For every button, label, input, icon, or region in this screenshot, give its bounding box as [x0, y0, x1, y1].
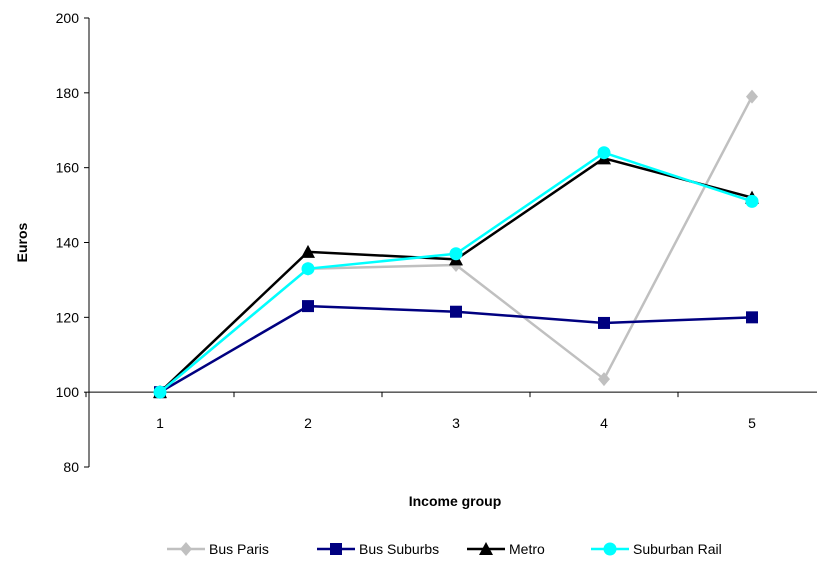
x-tick-label: 4	[600, 415, 608, 431]
series-line-suburban-rail	[159, 151, 753, 394]
data-point-suburban-rail	[153, 385, 167, 399]
series-line-bus-paris	[159, 95, 754, 394]
data-point-bus-suburbs	[598, 316, 610, 329]
legend-item-suburban-rail: Suburban Rail	[591, 541, 722, 557]
legend-swatch-marker	[180, 542, 192, 556]
data-point-bus-suburbs	[746, 311, 758, 324]
x-axis-title: Income group	[409, 493, 502, 509]
x-tick-label: 2	[304, 415, 312, 431]
data-point-metro	[301, 244, 315, 258]
data-point-bus-suburbs	[450, 305, 462, 318]
y-tick-label: 100	[56, 384, 80, 400]
series-suburban-rail	[153, 146, 759, 399]
data-point-suburban-rail	[745, 194, 759, 208]
legend-label: Suburban Rail	[633, 541, 722, 557]
x-tick-label: 1	[156, 415, 164, 431]
series-layer	[153, 89, 759, 400]
y-tick-label: 120	[56, 309, 80, 325]
data-point-bus-paris	[746, 89, 758, 104]
axes	[88, 18, 817, 467]
legend-swatch-marker	[479, 542, 493, 555]
x-tick-label: 5	[748, 415, 756, 431]
y-ticks: 80 100 120 140 160 180 200	[56, 10, 89, 475]
legend: Bus Paris Bus Suburbs Metro Suburban Rail	[167, 541, 722, 557]
legend-swatch-marker	[330, 543, 342, 555]
x-ticks: 1 2 3 4 5	[85, 392, 756, 431]
legend-label: Bus Suburbs	[359, 541, 439, 557]
series-metro	[153, 151, 759, 399]
legend-label: Bus Paris	[209, 541, 269, 557]
data-point-suburban-rail	[449, 247, 463, 261]
y-tick-label: 200	[56, 10, 80, 26]
series-line-metro	[159, 157, 753, 394]
y-tick-label: 80	[63, 459, 79, 475]
data-point-bus-paris	[598, 372, 610, 387]
legend-label: Metro	[509, 541, 545, 557]
y-tick-label: 180	[56, 85, 80, 101]
legend-swatch-marker	[603, 542, 617, 556]
y-tick-label: 160	[56, 160, 80, 176]
y-tick-label: 140	[56, 235, 80, 251]
series-bus-paris	[154, 89, 758, 400]
legend-item-bus-paris: Bus Paris	[167, 541, 269, 557]
data-point-suburban-rail	[597, 146, 611, 160]
series-bus-suburbs	[154, 300, 758, 399]
x-tick-label: 3	[452, 415, 460, 431]
legend-item-bus-suburbs: Bus Suburbs	[317, 541, 439, 557]
y-axis-title: Euros	[14, 222, 30, 262]
legend-item-metro: Metro	[467, 541, 545, 557]
data-point-suburban-rail	[301, 262, 315, 276]
data-point-bus-suburbs	[302, 300, 314, 313]
